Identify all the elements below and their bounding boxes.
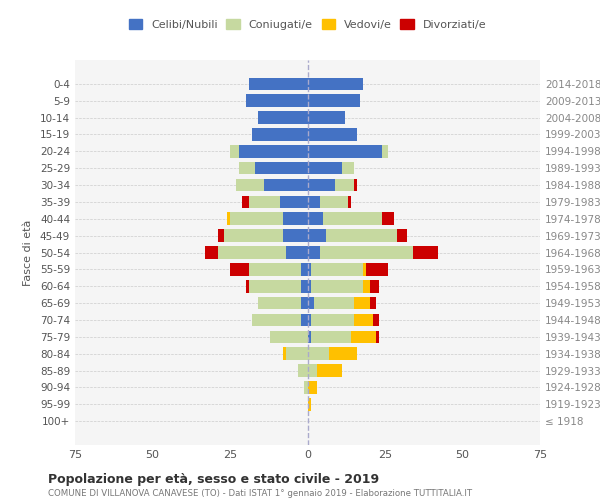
Bar <box>304 381 308 394</box>
Bar <box>308 196 320 208</box>
Bar <box>320 246 413 259</box>
Bar <box>314 297 354 310</box>
Bar <box>308 381 317 394</box>
Bar <box>308 297 314 310</box>
Bar <box>308 314 311 326</box>
Bar <box>351 330 376 343</box>
Bar <box>245 94 308 107</box>
Bar <box>370 280 379 292</box>
Bar <box>245 280 248 292</box>
Bar <box>283 230 308 242</box>
Bar <box>354 297 370 310</box>
Bar <box>301 263 308 276</box>
Bar <box>301 314 308 326</box>
Bar <box>236 178 264 192</box>
Bar <box>320 196 348 208</box>
Bar <box>326 230 397 242</box>
Bar <box>311 263 364 276</box>
Bar <box>258 111 308 124</box>
Bar <box>308 330 311 343</box>
Bar <box>258 297 301 310</box>
Bar <box>252 314 301 326</box>
Bar <box>218 246 286 259</box>
Bar <box>354 178 357 192</box>
Bar <box>311 280 364 292</box>
Bar <box>311 330 351 343</box>
Bar <box>308 280 311 292</box>
Bar <box>308 230 326 242</box>
Bar <box>308 398 311 410</box>
Text: Popolazione per età, sesso e stato civile - 2019: Popolazione per età, sesso e stato civil… <box>48 472 379 486</box>
Bar <box>283 348 286 360</box>
Bar <box>308 246 320 259</box>
Bar <box>308 263 311 276</box>
Bar <box>218 230 224 242</box>
Bar <box>224 230 283 242</box>
Bar <box>248 196 280 208</box>
Bar <box>205 246 218 259</box>
Bar <box>227 212 230 225</box>
Bar <box>308 145 382 158</box>
Bar <box>397 230 407 242</box>
Bar <box>308 128 357 141</box>
Bar <box>413 246 438 259</box>
Bar <box>308 94 360 107</box>
Bar <box>308 78 364 90</box>
Bar <box>239 162 255 174</box>
Legend: Celibi/Nubili, Coniugati/e, Vedovi/e, Divorziati/e: Celibi/Nubili, Coniugati/e, Vedovi/e, Di… <box>125 16 490 33</box>
Bar <box>271 330 308 343</box>
Bar <box>248 263 301 276</box>
Bar <box>242 196 248 208</box>
Bar <box>301 297 308 310</box>
Text: COMUNE DI VILLANOVA CANAVESE (TO) - Dati ISTAT 1° gennaio 2019 - Elaborazione TU: COMUNE DI VILLANOVA CANAVESE (TO) - Dati… <box>48 489 472 498</box>
Bar <box>286 246 308 259</box>
Bar <box>373 314 379 326</box>
Y-axis label: Fasce di età: Fasce di età <box>23 220 33 286</box>
Bar <box>230 212 283 225</box>
Bar <box>364 280 370 292</box>
Bar <box>308 364 317 377</box>
Bar <box>354 314 373 326</box>
Bar <box>301 280 308 292</box>
Bar <box>230 145 239 158</box>
Bar <box>264 178 308 192</box>
Bar <box>248 280 301 292</box>
Bar <box>382 212 394 225</box>
Bar <box>376 330 379 343</box>
Bar <box>323 212 382 225</box>
Bar <box>308 348 329 360</box>
Bar <box>308 212 323 225</box>
Bar <box>364 263 367 276</box>
Bar <box>382 145 388 158</box>
Bar <box>317 364 341 377</box>
Bar <box>230 263 248 276</box>
Bar <box>308 111 344 124</box>
Bar <box>252 128 308 141</box>
Bar <box>239 145 308 158</box>
Bar <box>286 348 308 360</box>
Bar <box>348 196 351 208</box>
Bar <box>370 297 376 310</box>
Bar <box>280 196 308 208</box>
Bar <box>308 178 335 192</box>
Bar <box>255 162 308 174</box>
Bar <box>367 263 388 276</box>
Bar <box>298 364 308 377</box>
Bar <box>311 314 354 326</box>
Bar <box>335 178 354 192</box>
Bar <box>341 162 354 174</box>
Bar <box>283 212 308 225</box>
Bar <box>248 78 308 90</box>
Bar <box>329 348 357 360</box>
Bar <box>308 162 341 174</box>
